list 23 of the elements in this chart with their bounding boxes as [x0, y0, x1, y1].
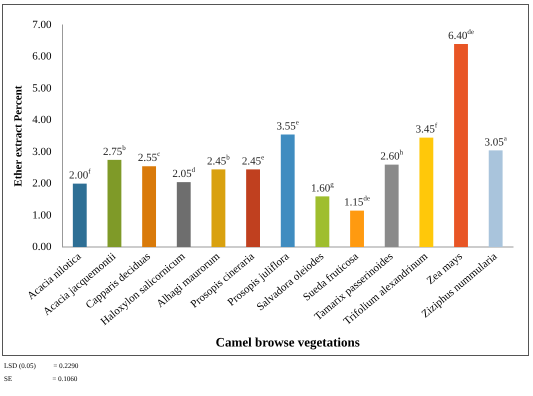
y-tick-label: 5.00	[32, 82, 52, 94]
bar	[488, 150, 503, 248]
bar	[419, 138, 434, 248]
bar	[350, 210, 364, 248]
y-tick-label: 4.00	[32, 114, 52, 126]
bar	[72, 184, 87, 248]
y-tick-label: 3.00	[32, 146, 52, 158]
bar	[108, 160, 122, 248]
y-axis-title: Ether extract Percent	[12, 85, 24, 187]
y-tick-label: 0.00	[32, 241, 52, 254]
bar	[246, 169, 260, 248]
bar	[176, 182, 191, 248]
x-axis-title: Camel browse vegetations	[216, 334, 360, 350]
bar	[142, 166, 156, 248]
y-tick-label: 1.00	[32, 209, 52, 222]
y-tick-label: 6.00	[32, 50, 52, 63]
y-tick-label: 2.00	[32, 178, 52, 190]
y-tick-label: 7.00	[32, 18, 52, 31]
bar	[454, 44, 468, 248]
bar	[280, 134, 295, 248]
bar	[384, 164, 399, 248]
bar	[211, 169, 226, 248]
bar	[315, 196, 330, 248]
